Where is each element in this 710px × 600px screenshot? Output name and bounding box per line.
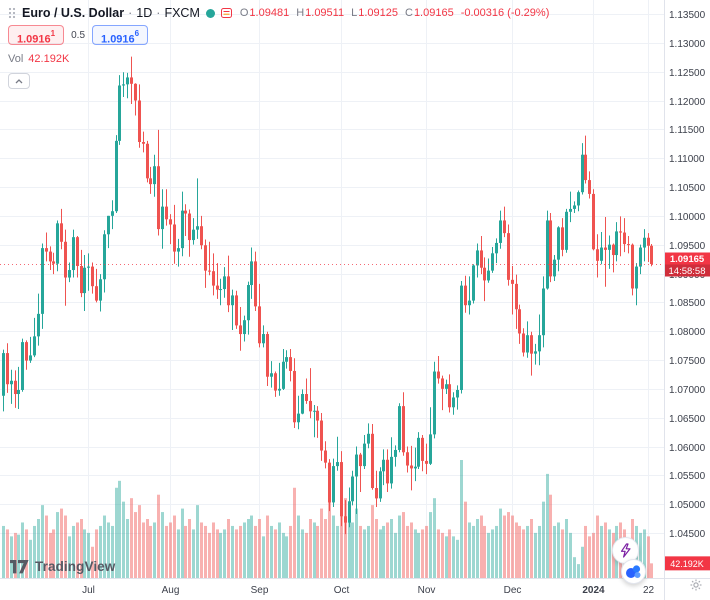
price-axis-label: 1.11000 — [669, 154, 705, 165]
symbol-title[interactable]: Euro / U.S. Dollar · 1D · FXCM — [22, 6, 200, 20]
volume-label: Vol — [8, 53, 24, 65]
volume-layer — [2, 460, 653, 578]
volume-legend: Vol 42.192K — [8, 53, 549, 65]
change-value: -0.00316 (-0.29%) — [460, 7, 550, 19]
price-axis-label: 1.10000 — [669, 212, 706, 223]
chevron-up-icon — [15, 78, 23, 83]
scales-settings-gear-icon[interactable] — [690, 578, 702, 596]
price-axis-label: 1.10500 — [669, 183, 706, 194]
tradingview-logo-text: TradingView — [35, 559, 116, 574]
low-value: 1.09125 — [358, 7, 398, 19]
svg-text:42.192K: 42.192K — [670, 559, 704, 569]
bubbles-icon — [626, 565, 641, 578]
lightning-icon — [620, 543, 631, 558]
volume-value: 42.192K — [28, 53, 70, 65]
time-axis-label: Dec — [504, 585, 522, 596]
time-axis[interactable]: Jul Aug Sep Oct Nov Dec 2024 22 — [82, 585, 654, 596]
ohlc-values: O 1.09481 H 1.09511 L 1.09125 C 1.09165 -0.0… — [239, 7, 550, 19]
price-axis-label: 1.07500 — [669, 356, 706, 367]
bubbles-button[interactable] — [621, 559, 646, 584]
price-axis-label: 1.04500 — [669, 529, 706, 540]
spread-value: 0.5 — [71, 29, 86, 41]
time-axis-label: Jul — [82, 585, 95, 596]
price-axis-label: 1.06000 — [669, 443, 706, 454]
interval-label: 1D — [136, 6, 153, 20]
close-value: 1.09165 — [413, 7, 454, 19]
time-axis-label: Sep — [251, 585, 269, 596]
sell-button[interactable]: 1.09161 — [8, 25, 65, 46]
price-axis-label: 1.11500 — [669, 125, 705, 136]
price-axis-label: 1.05000 — [669, 500, 706, 511]
tradingview-logo-icon — [10, 559, 29, 573]
symbol-name: Euro / U.S. Dollar — [22, 6, 125, 20]
legend-collapse-button[interactable] — [8, 73, 30, 89]
price-axis-label: 1.09500 — [669, 241, 706, 252]
price-axis-label: 1.05500 — [669, 471, 706, 482]
buy-button[interactable]: 1.09166 — [92, 25, 149, 46]
series-marker-icon[interactable] — [205, 8, 215, 18]
time-axis-label: Oct — [334, 585, 350, 596]
time-axis-label: Nov — [418, 585, 436, 596]
price-axis-label: 1.12500 — [669, 68, 706, 79]
drag-handle-icon[interactable] — [8, 7, 16, 19]
price-axis-label: 1.08000 — [669, 327, 706, 338]
price-axis-label: 1.06500 — [669, 414, 706, 425]
candles-layer — [2, 56, 653, 535]
tradingview-logo[interactable]: TradingView — [10, 559, 115, 574]
volume-tag: 42.192K — [665, 556, 710, 571]
exchange-label: FXCM — [164, 6, 200, 20]
separator: · — [128, 6, 133, 20]
price-axis-label: 1.13500 — [669, 10, 706, 21]
svg-text:1.09165: 1.09165 — [670, 254, 705, 265]
time-axis-label: 2024 — [582, 585, 605, 596]
legend-menu-icon[interactable] — [220, 8, 232, 18]
price-axis-label: 1.13000 — [669, 39, 706, 50]
svg-text:14:58:58: 14:58:58 — [669, 266, 706, 277]
price-axis-label: 1.07000 — [669, 385, 706, 396]
open-value: 1.09481 — [249, 7, 290, 19]
time-axis-label: 22 — [643, 585, 655, 596]
time-axis-label: Aug — [162, 585, 180, 596]
high-value: 1.09511 — [305, 7, 345, 19]
separator: · — [156, 6, 161, 20]
legend: Euro / U.S. Dollar · 1D · FXCM O 1.09481 … — [8, 6, 549, 89]
price-axis-label: 1.08500 — [669, 298, 706, 309]
price-axis-label: 1.12000 — [669, 97, 706, 108]
